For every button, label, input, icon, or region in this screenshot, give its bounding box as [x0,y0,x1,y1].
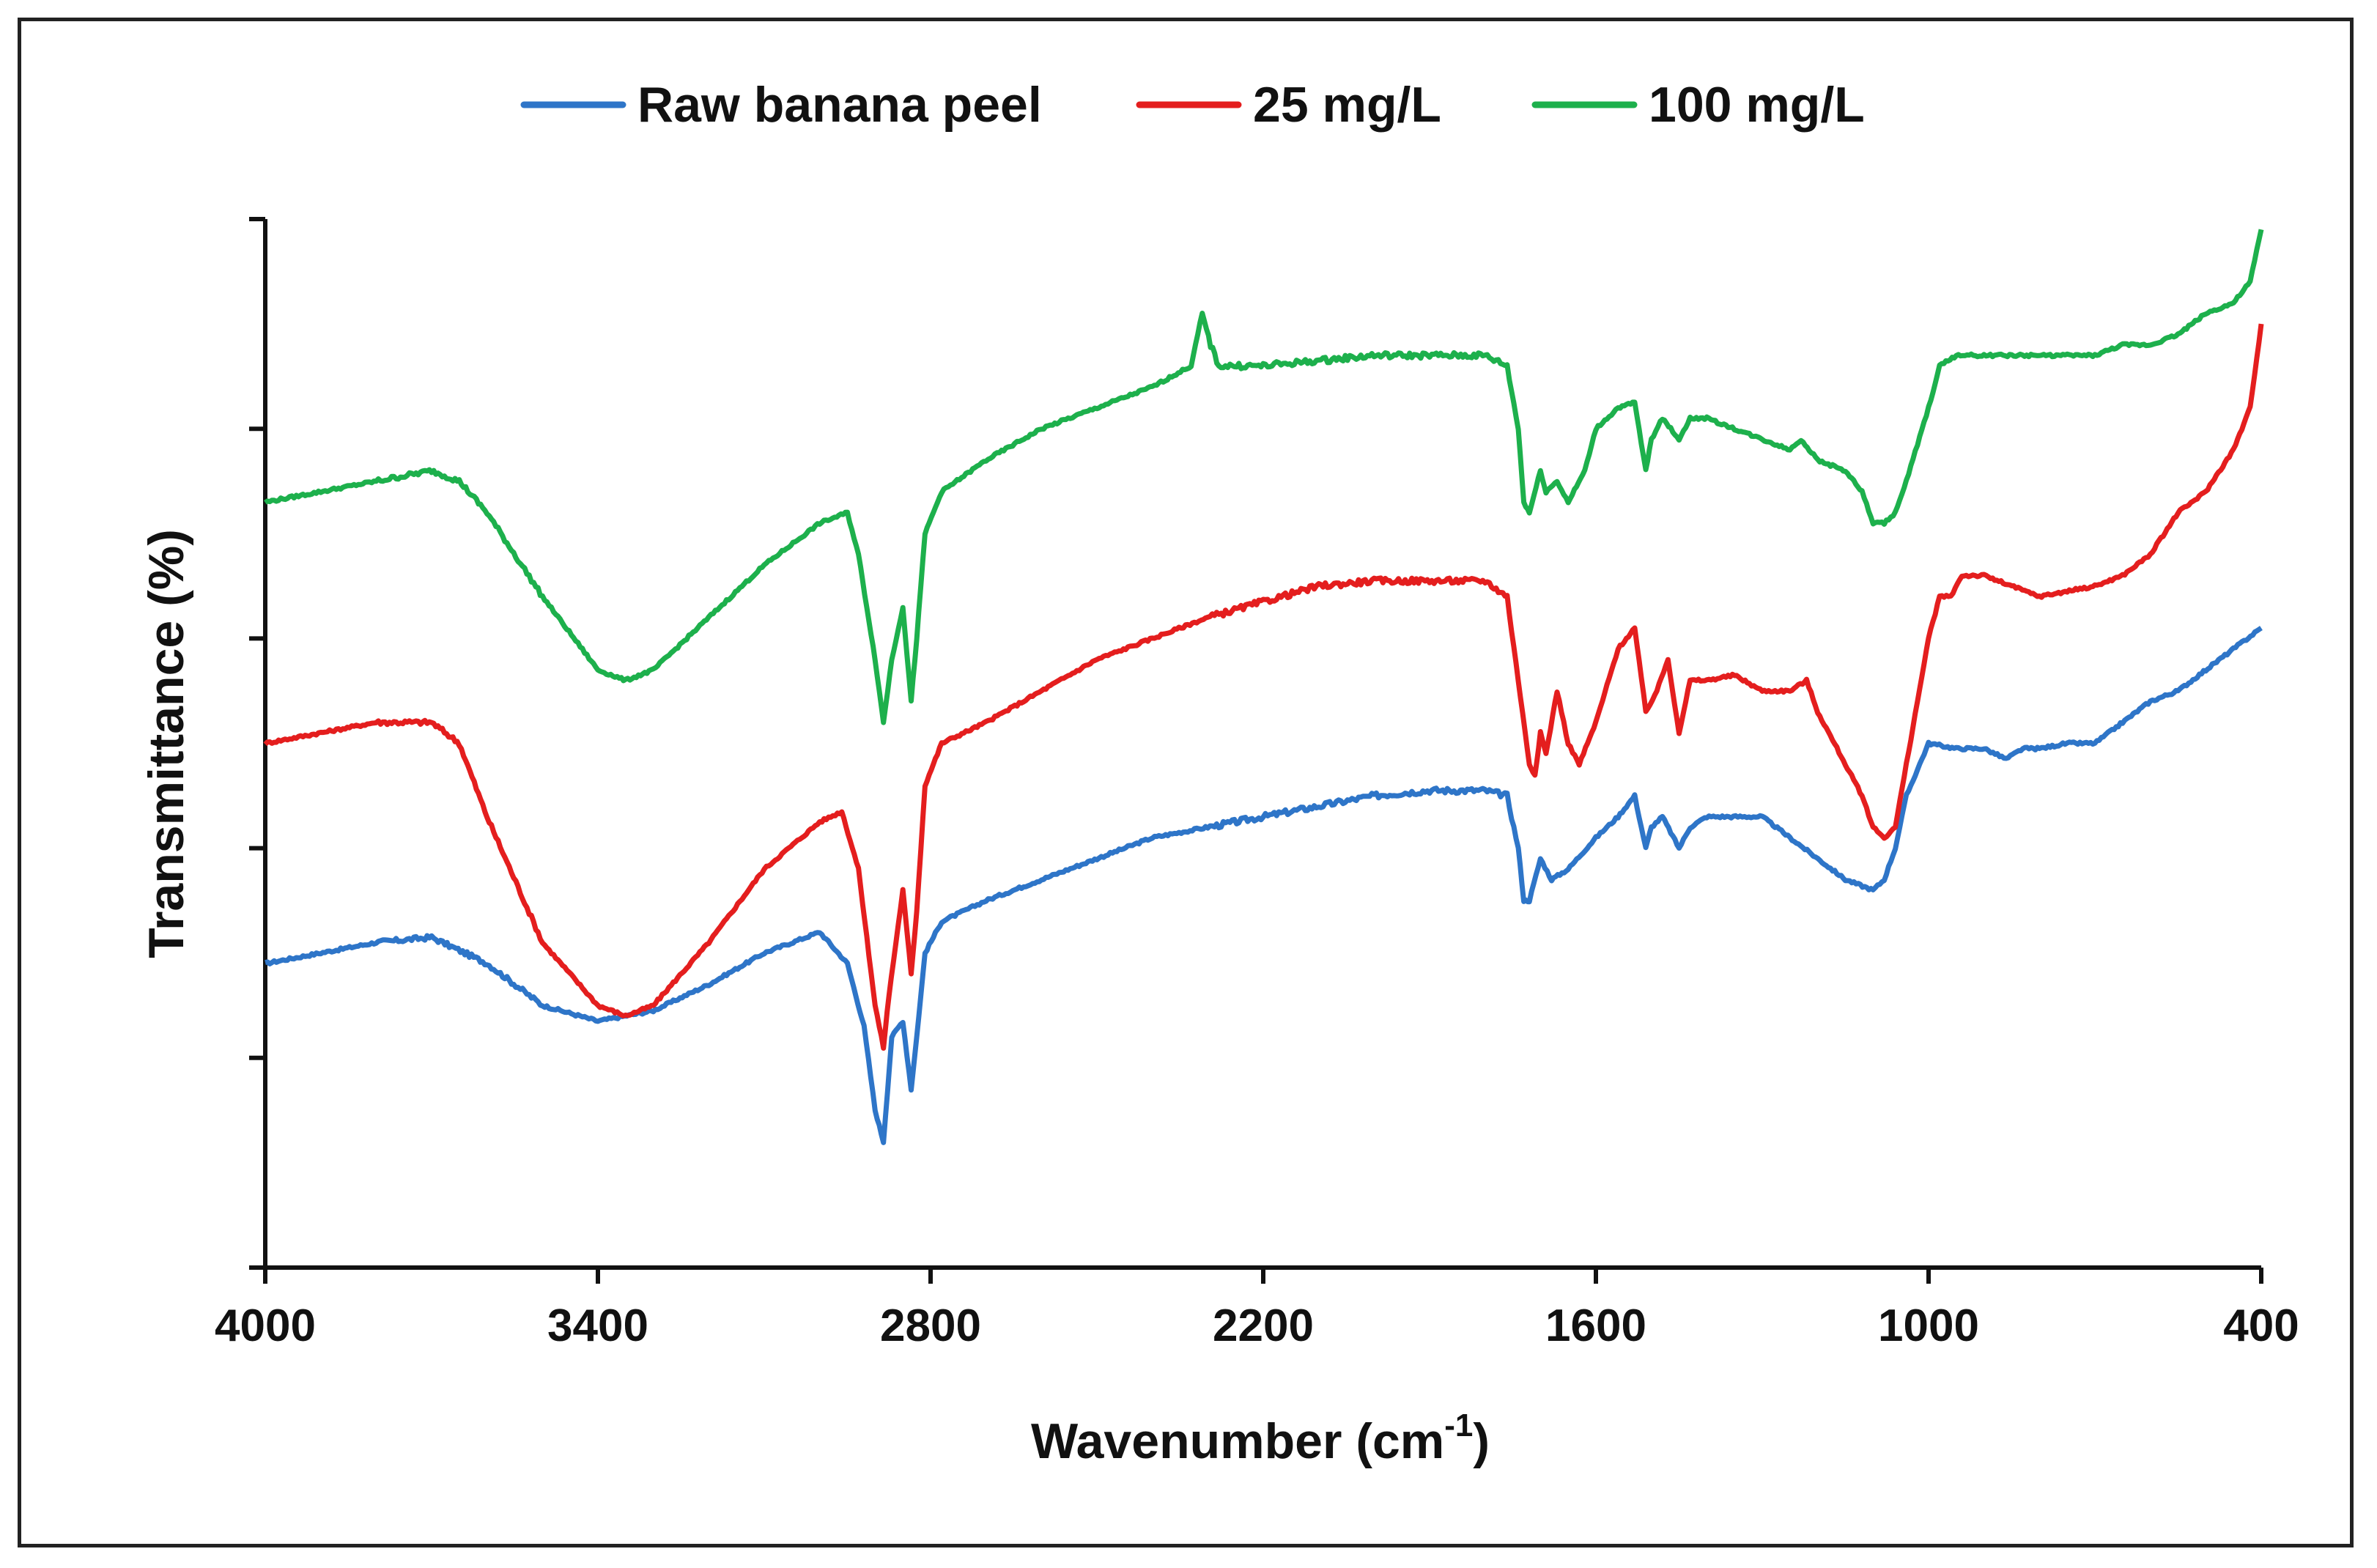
x-tick-label-4000: 4000 [215,1301,316,1351]
series-line-1 [263,323,2264,1051]
legend-item-1: 25 mg/L [1136,77,1441,133]
legend-label-0: Raw banana peel [637,77,1042,133]
x-axis-tick-labels: 4000 3400 2800 2200 1600 1000 400 [215,1301,2299,1351]
x-tick-label-3400: 3400 [547,1301,648,1351]
x-axis-title-superscript: -1 [1444,1408,1473,1443]
series-line-2 [264,229,2264,725]
legend-label-2: 100 mg/L [1649,77,1865,133]
series-lines [263,229,2264,1145]
figure-frame [18,18,2354,1547]
legend: Raw banana peel 25 mg/L 100 mg/L [520,77,1865,133]
x-axis-title: Wavenumber (cm-1) [1031,1408,1490,1469]
x-tick-label-2800: 2800 [880,1301,981,1351]
legend-item-2: 100 mg/L [1531,77,1865,133]
x-axis-ticks [263,1268,2263,1284]
x-tick-label-400: 400 [2223,1301,2299,1351]
y-axis-ticks [249,217,265,1270]
legend-label-1: 25 mg/L [1253,77,1441,133]
series-line-0 [265,626,2263,1145]
x-tick-label-1000: 1000 [1878,1301,1979,1351]
x-tick-label-2200: 2200 [1213,1301,1314,1351]
y-axis-title: Transmittance (%) [138,529,194,958]
x-tick-label-1600: 1600 [1545,1301,1646,1351]
legend-item-0: Raw banana peel [520,77,1042,133]
